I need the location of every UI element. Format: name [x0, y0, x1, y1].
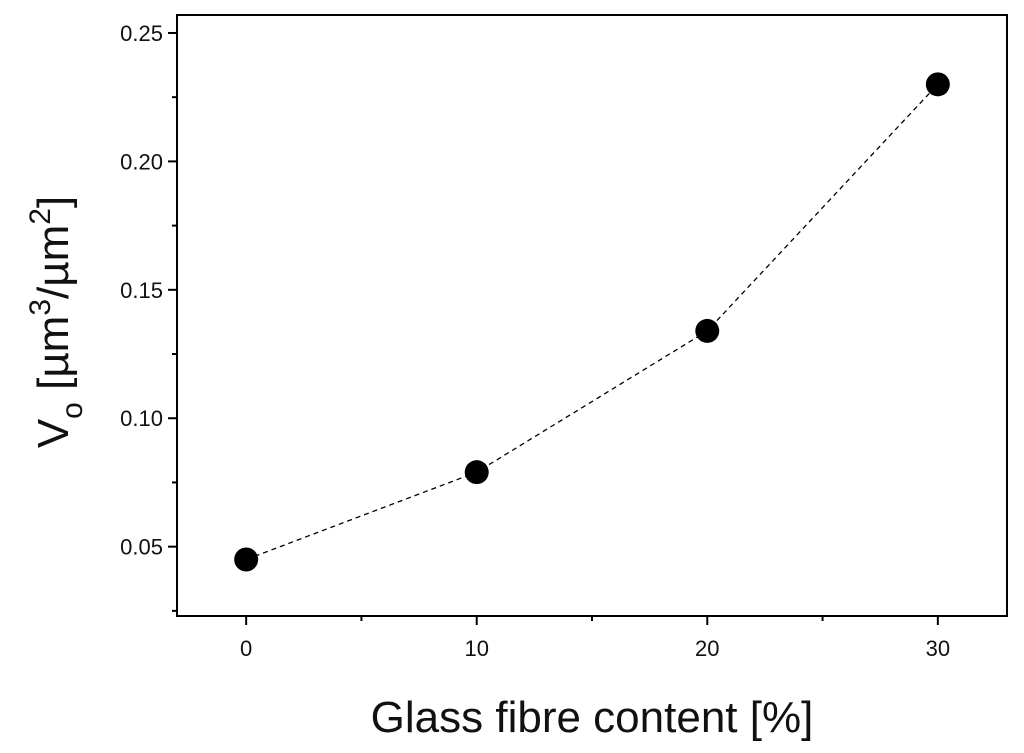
y-axis-symbol: V	[29, 418, 78, 448]
y-tick-label: 0.10	[120, 406, 163, 431]
data-point	[234, 547, 259, 572]
tick-labels: 0 10 20 30 0.05 0.10 0.15 0.20 0.25	[120, 21, 950, 661]
x-tick-label: 20	[695, 636, 719, 661]
y-tick-label: 0.15	[120, 278, 163, 303]
data-point	[925, 72, 950, 97]
y-tick-label: 0.20	[120, 149, 163, 174]
x-tick-label: 10	[464, 636, 488, 661]
x-tick-label: 0	[240, 636, 252, 661]
y-axis-title: Vo [µm3/µm2]	[24, 196, 89, 448]
y-axis-subscript: o	[56, 402, 89, 419]
y-tick-label: 0.25	[120, 21, 163, 46]
y-axis-unit-exp2: 2	[24, 208, 57, 225]
series-line	[245, 83, 939, 561]
y-axis-unit-suffix: ]	[29, 196, 78, 208]
data-point	[695, 318, 720, 343]
y-axis-unit-prefix: [µm	[29, 316, 78, 402]
plot-frame	[176, 14, 1008, 617]
x-axis-title: Glass fibre content [%]	[371, 693, 814, 742]
y-axis-unit-mid: /µm	[29, 225, 78, 299]
data-points	[234, 72, 950, 572]
data-point	[464, 460, 489, 485]
x-tick-label: 30	[926, 636, 950, 661]
y-tick-label: 0.05	[120, 535, 163, 560]
y-axis-unit-exp1: 3	[24, 299, 57, 316]
axis-ticks	[168, 31, 939, 625]
